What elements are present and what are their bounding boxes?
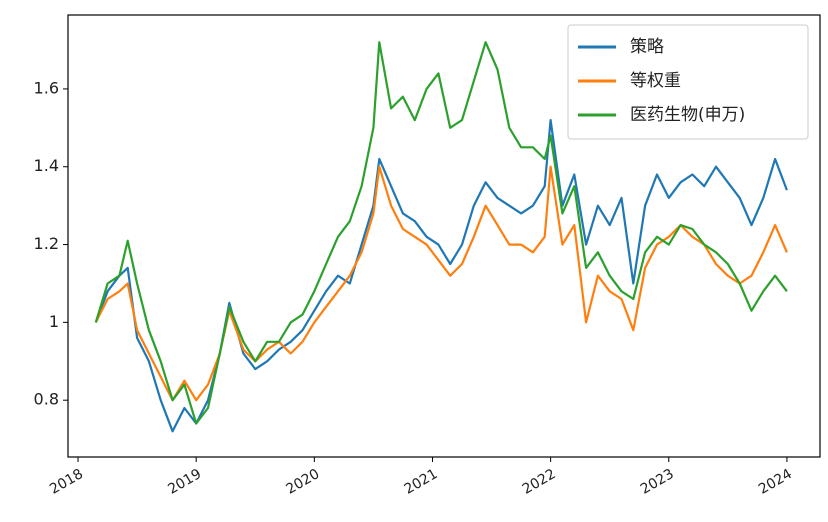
x-tick-label: 2023 [638,466,677,498]
y-tick-label: 1.4 [34,156,59,175]
legend-label: 策略 [630,37,664,57]
x-tick-label: 2022 [520,466,559,498]
y-tick-label: 0.8 [34,390,59,409]
y-tick-label: 1.2 [34,234,59,253]
series-line [94,41,788,425]
series-line [94,165,788,402]
x-tick-label: 2018 [47,466,86,498]
y-tick-label: 1.6 [34,78,59,97]
series-line [94,119,788,433]
x-tick-label: 2020 [283,466,322,498]
x-tick-label: 2021 [402,466,441,498]
y-tick-label: 1 [49,312,59,331]
plot-frame [67,14,821,458]
legend-label: 医药生物(申万) [630,105,745,125]
legend-label: 等权重 [630,71,681,91]
x-tick-label: 2024 [756,466,795,498]
x-tick-label: 2019 [165,466,204,498]
legend-box [567,24,809,140]
